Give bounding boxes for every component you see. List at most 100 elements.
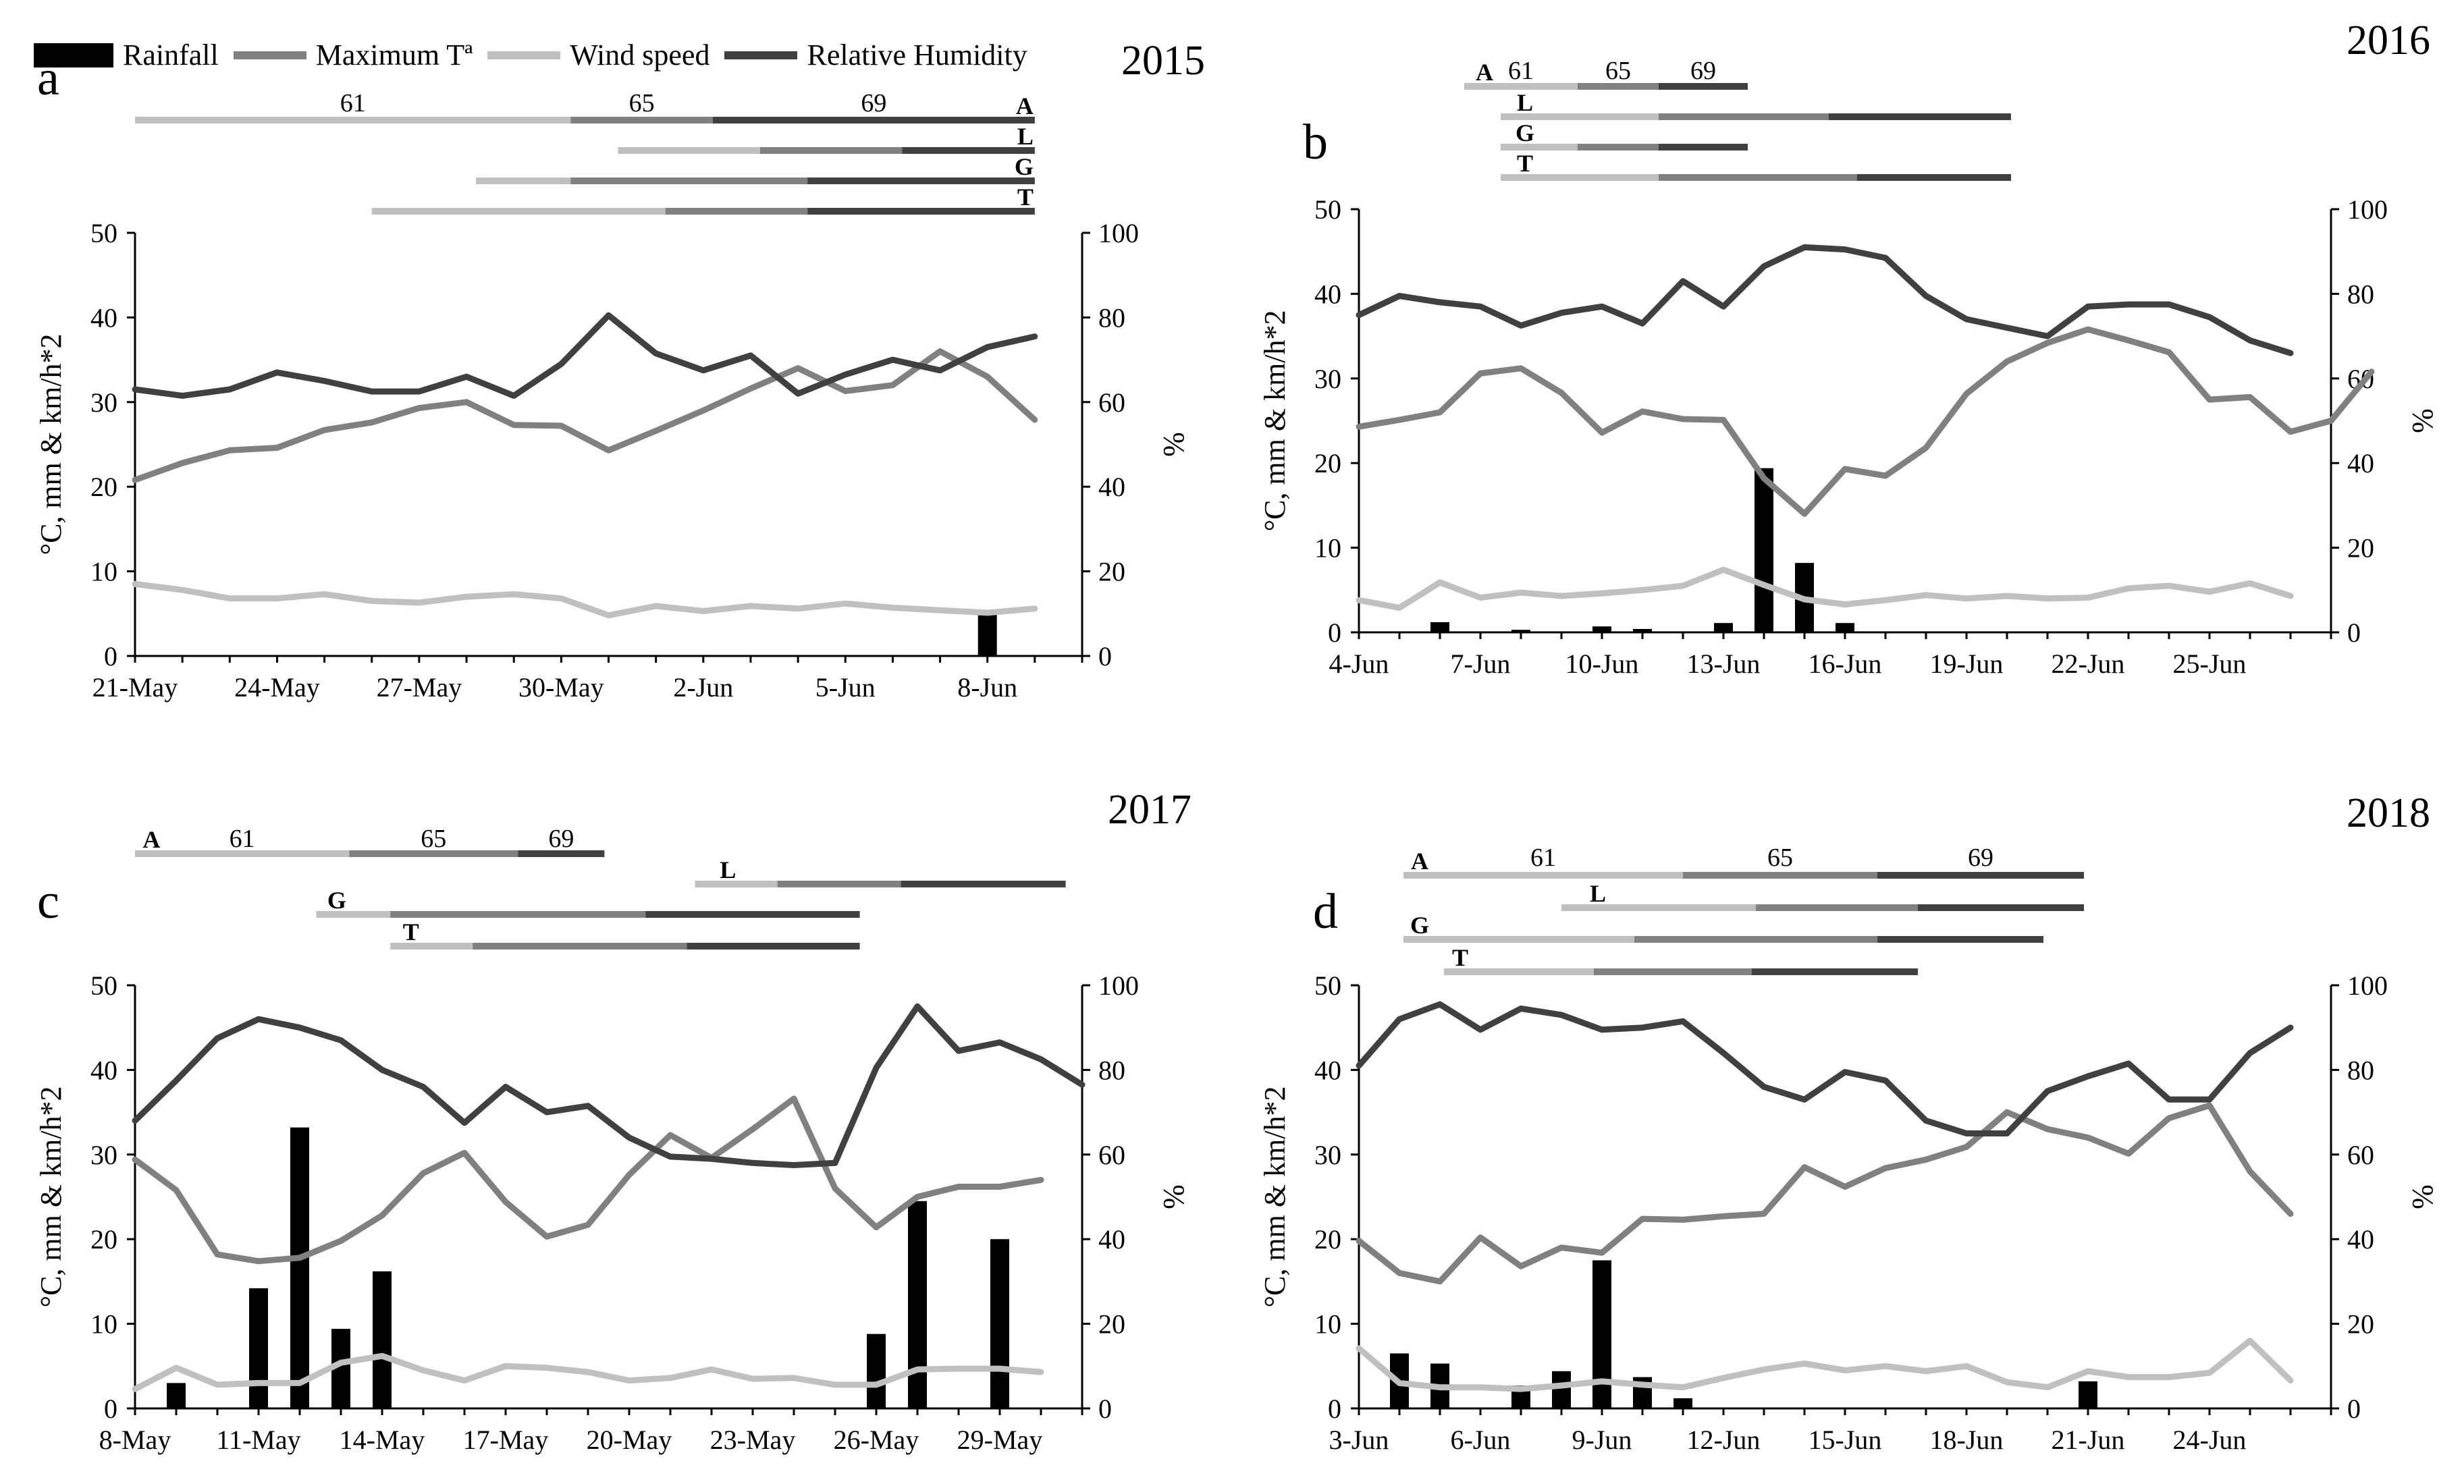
rainfall-bar — [1511, 630, 1530, 632]
y-tick-label: 0 — [104, 1394, 117, 1424]
panel-a: a 2015 A 61 65 69 LGT 0 10 20 30 40 50 0 20 40 60 80 100 21… — [34, 38, 1205, 703]
cultivar-label: A — [1016, 92, 1034, 119]
stage-label: 65 — [629, 89, 655, 117]
rainfall-bar — [1673, 1398, 1692, 1408]
y-tick-label: 50 — [90, 970, 117, 1001]
axes: 0 10 20 30 40 50 0 20 40 60 80 100 8-May 11-May 14-May… — [34, 970, 1190, 1455]
x-tick-label: 25-Jun — [2173, 649, 2247, 679]
rainfall-bar — [290, 1127, 309, 1408]
x-tick-label: 15-Jun — [1809, 1425, 1882, 1455]
y-tick-label: 20 — [1314, 448, 1341, 478]
stage-label: 65 — [1605, 57, 1631, 85]
y2-tick-label: 60 — [1098, 1140, 1125, 1170]
cultivar-label: A — [142, 826, 160, 853]
stage-label: 69 — [1968, 844, 1993, 872]
x-tick-label: 5-Jun — [815, 672, 876, 703]
x-tick-label: 24-May — [234, 672, 320, 703]
x-tick-label: 26-May — [834, 1425, 919, 1455]
x-tick-label: 8-Jun — [957, 672, 1017, 703]
y2-axis-title: % — [1157, 432, 1190, 457]
y-tick-label: 10 — [1314, 1309, 1341, 1340]
rainfall-bar — [1836, 623, 1854, 632]
legend: Rainfall Maximum Tª Wind speed Relative … — [34, 38, 1042, 72]
legend-label-wind: Wind speed — [570, 38, 710, 72]
legend-label-tmax: Maximum Tª — [315, 38, 473, 72]
y-tick-label: 20 — [90, 472, 117, 502]
y2-tick-label: 0 — [1098, 1394, 1112, 1424]
legend-swatch-tmax — [233, 51, 306, 59]
y2-tick-label: 80 — [2347, 1055, 2374, 1085]
x-tick-label: 10-Jun — [1565, 649, 1639, 679]
legend-label-rh: Relative Humidity — [807, 38, 1027, 72]
cultivar-label: T — [1017, 184, 1034, 211]
rainfall-bar — [1592, 626, 1611, 632]
series-maximum-temperature — [1356, 326, 2375, 517]
x-tick-label: 7-Jun — [1451, 649, 1511, 679]
series-wind-speed — [1356, 566, 2294, 611]
y-tick-label: 0 — [1328, 617, 1341, 648]
y2-tick-label: 80 — [2347, 279, 2374, 309]
rainfall-bar — [1592, 1260, 1611, 1408]
x-tick-label: 23-May — [710, 1425, 796, 1455]
legend-item-wind: Wind speed — [487, 38, 709, 72]
y-tick-label: 20 — [90, 1224, 117, 1255]
cultivar-label: G — [327, 887, 346, 914]
x-tick-label: 14-May — [340, 1425, 425, 1455]
panel-letter: d — [1313, 884, 1338, 939]
panel-d: d 2018 A 61 65 69 L GT 0 10 20 30 40 50 0 20 40 60 80 100 3-… — [1258, 790, 2439, 1455]
x-tick-label: 18-Jun — [1930, 1425, 2004, 1455]
x-tick-label: 8-May — [99, 1425, 171, 1455]
legend-swatch-rh — [724, 51, 798, 59]
panel-letter: c — [37, 874, 59, 929]
x-tick-label: 27-May — [377, 672, 462, 703]
legend-swatch-wind — [487, 51, 561, 59]
rainfall-bar — [977, 613, 997, 656]
y2-tick-label: 100 — [2347, 970, 2388, 1001]
y2-axis-title: % — [2406, 408, 2439, 433]
cultivar-label: L — [1590, 880, 1606, 907]
x-tick-label: 6-Jun — [1451, 1425, 1511, 1455]
x-tick-label: 2-Jun — [673, 672, 733, 703]
stage-label: 61 — [1508, 57, 1534, 85]
stage-label: 69 — [548, 825, 574, 853]
cultivar-label: T — [1517, 150, 1533, 177]
y-axis-title: °C, mm & km/h*2 — [34, 1086, 68, 1307]
stage-label: 65 — [1767, 844, 1793, 872]
cultivar-label: G — [1410, 912, 1429, 939]
rainfall-bar — [1633, 628, 1652, 632]
y-tick-label: 40 — [1314, 279, 1341, 309]
rainfall-bar — [1552, 1371, 1571, 1408]
series-rainfall — [167, 1127, 1009, 1408]
cultivar-label: L — [720, 856, 736, 883]
y-tick-label: 40 — [90, 1055, 117, 1085]
y-tick-label: 10 — [90, 1309, 117, 1340]
series-maximum-temperature — [132, 348, 1038, 483]
x-tick-label: 21-Jun — [2052, 1425, 2125, 1455]
stage-label: 61 — [1530, 844, 1556, 872]
y-tick-label: 30 — [90, 387, 117, 418]
stage-label: 65 — [421, 825, 446, 853]
y-axis-title: °C, mm & km/h*2 — [34, 333, 68, 555]
series-wind-speed — [132, 580, 1038, 619]
y-tick-label: 50 — [90, 218, 117, 248]
x-tick-label: 20-May — [587, 1425, 672, 1455]
series-maximum-temperature — [1356, 1102, 2294, 1285]
y-tick-label: 10 — [1314, 533, 1341, 564]
y2-tick-label: 0 — [2347, 1394, 2361, 1424]
legend-item-rh: Relative Humidity — [724, 38, 1027, 72]
legend-item-tmax: Maximum Tª — [233, 38, 473, 72]
y-axis-title: °C, mm & km/h*2 — [1258, 310, 1291, 531]
legend-swatch-rainfall — [34, 43, 113, 67]
y-tick-label: 0 — [104, 641, 117, 671]
x-tick-label: 4-Jun — [1329, 649, 1389, 679]
axes: 0 10 20 30 40 50 0 20 40 60 80 100 21-May 24-May 27-Ma… — [34, 218, 1190, 703]
x-tick-label: 29-May — [957, 1425, 1043, 1455]
y2-tick-label: 20 — [2347, 533, 2374, 564]
stage-label: 69 — [861, 89, 886, 117]
x-tick-label: 21-May — [92, 672, 178, 703]
y-axis-title: °C, mm & km/h*2 — [1258, 1086, 1291, 1307]
y-tick-label: 0 — [1328, 1394, 1341, 1424]
